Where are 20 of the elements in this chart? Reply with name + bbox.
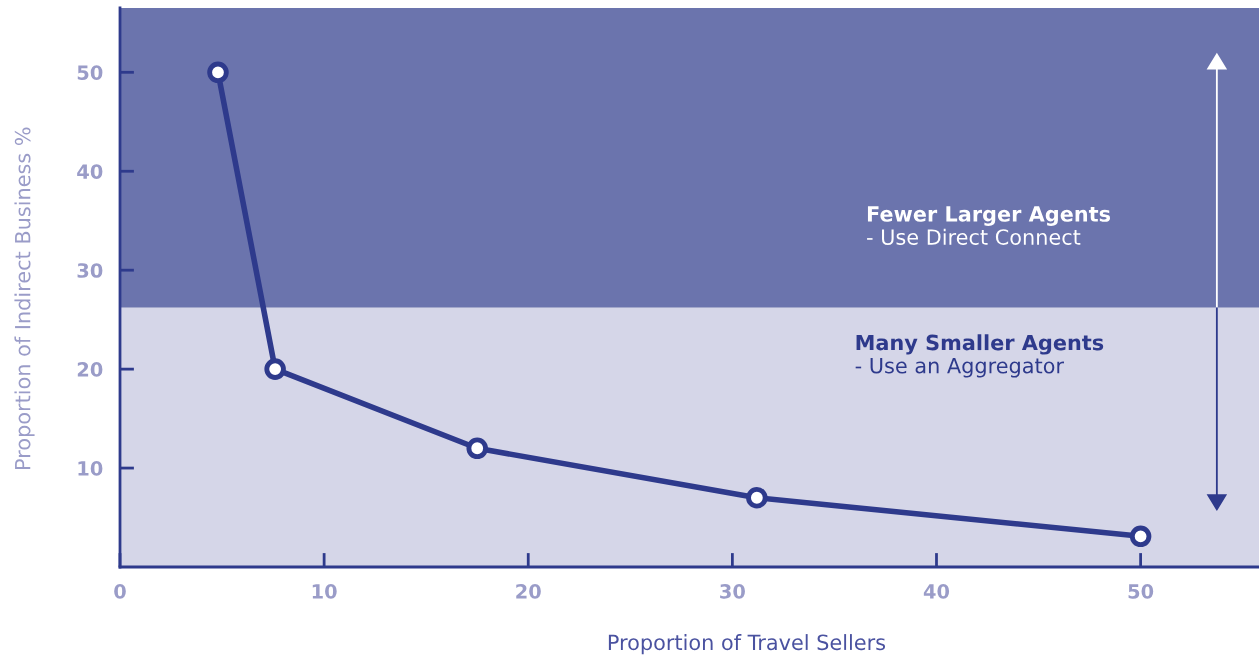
y-tick-label: 50 bbox=[77, 65, 103, 80]
point bbox=[264, 358, 286, 380]
point bbox=[1129, 525, 1152, 548]
x-tick-label: 30 bbox=[720, 584, 745, 599]
y-tick-label: 10 bbox=[78, 461, 103, 476]
y-tick-label: 40 bbox=[77, 164, 103, 179]
x-tick-label: 10 bbox=[312, 584, 337, 599]
y-tick-label: 20 bbox=[77, 362, 103, 377]
x-tick-label: 50 bbox=[1128, 584, 1154, 599]
x-tick-label: 0 bbox=[114, 584, 126, 599]
point bbox=[746, 486, 768, 509]
point bbox=[207, 61, 229, 84]
band-label: Many Smaller Agents - Use an Aggregator bbox=[855, 334, 1104, 378]
x-tick-label: 20 bbox=[516, 584, 541, 599]
point bbox=[466, 437, 488, 460]
y-axis-title: Proportion of Indirect Business % bbox=[14, 127, 35, 469]
y-tick-label: 30 bbox=[77, 263, 103, 278]
band-label: Fewer Larger Agents - Use Direct Connect bbox=[867, 206, 1111, 245]
x-tick-label: 40 bbox=[923, 584, 950, 599]
x-axis-title: Proportion of Travel Sellers bbox=[608, 634, 886, 655]
